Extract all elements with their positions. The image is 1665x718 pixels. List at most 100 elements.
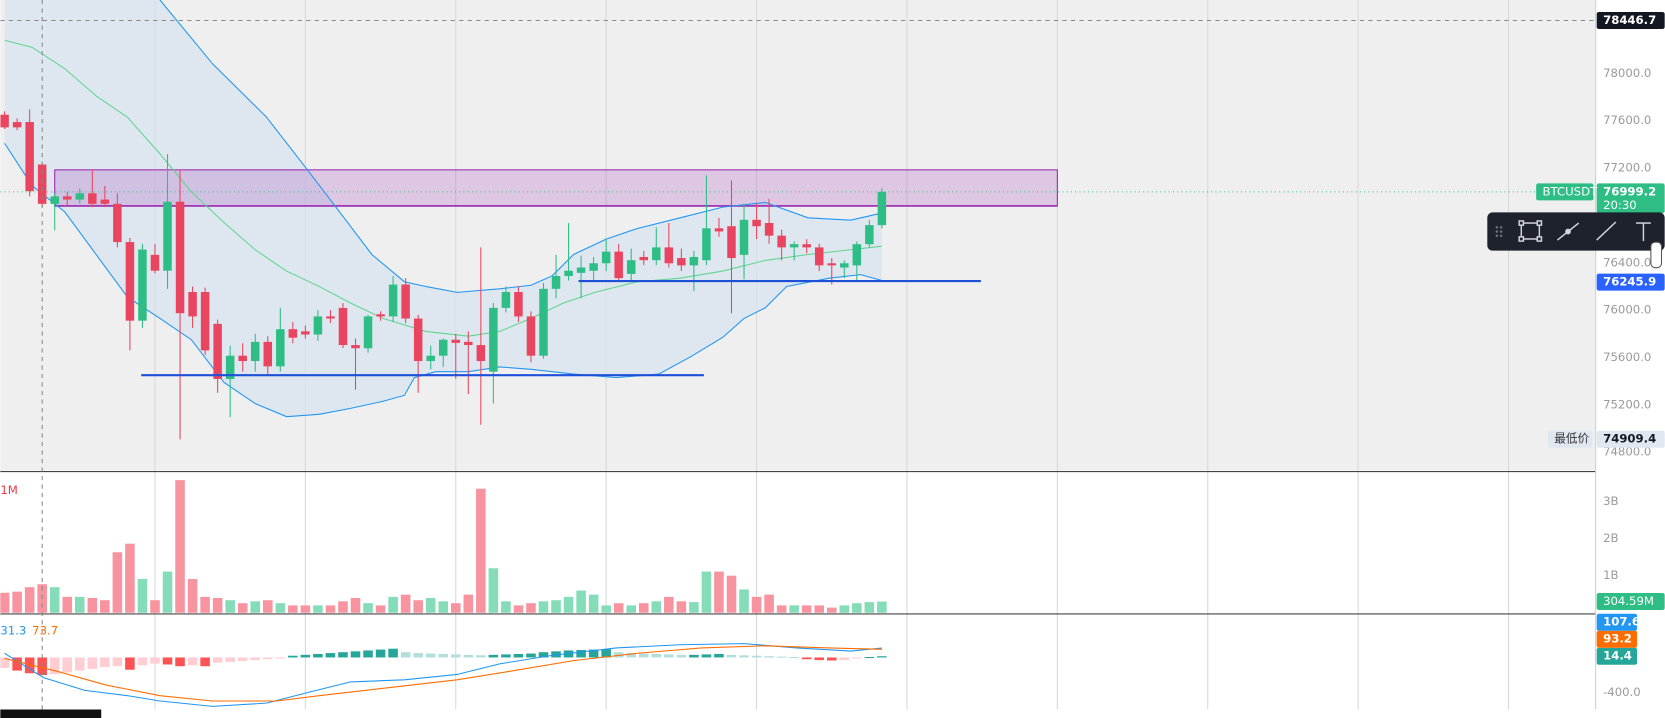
macd-hist-bar: [62, 657, 73, 673]
volume-bar: [300, 605, 311, 613]
macd-hist-bar: [714, 653, 724, 658]
candle-body: [789, 244, 799, 248]
candle-body: [639, 256, 649, 261]
rectangle-tool[interactable]: [1518, 220, 1543, 242]
candle-body: [200, 292, 210, 351]
text-tool[interactable]: [1636, 222, 1651, 242]
macd-hist-bar: [651, 653, 662, 658]
volume-bar: [714, 571, 724, 613]
candle-body: [50, 196, 59, 204]
volume-bar: [212, 597, 223, 613]
candle-body: [150, 254, 160, 271]
candle-body: [25, 122, 34, 192]
candle-body: [388, 284, 398, 317]
macd-hist-bar: [751, 655, 762, 658]
candle-body: [764, 223, 774, 236]
crosshair-badge: 78446.7: [1603, 13, 1656, 27]
macd-hist-bar: [275, 657, 286, 659]
macd-hist-bar: [313, 653, 323, 658]
macd-hist-bar: [513, 653, 524, 658]
candle-body: [451, 339, 461, 343]
macd-hist-bar: [338, 652, 348, 658]
macd-hist-bar: [350, 651, 361, 658]
toolbar-grip[interactable]: [1495, 226, 1503, 238]
volume-bar: [526, 603, 536, 613]
macd-hist-bar: [400, 652, 411, 658]
line-tool[interactable]: [1596, 221, 1617, 241]
macd-hist-bar: [288, 655, 298, 658]
candle-body: [175, 201, 185, 314]
volume-bar: [162, 571, 173, 613]
brush-tool[interactable]: [1556, 222, 1580, 241]
volume-bar: [313, 605, 323, 613]
candle-body: [689, 256, 699, 266]
candle-body: [564, 270, 573, 277]
volume-plot: [0, 480, 887, 613]
candle-body: [626, 260, 636, 274]
macd-hist-bar: [325, 653, 336, 658]
price-plot: [0, 0, 1596, 440]
volume-bar: [801, 605, 812, 613]
macd-hist-bar: [864, 657, 875, 659]
candle-body: [739, 219, 749, 255]
volume-bar: [388, 596, 398, 613]
scroll-handle[interactable]: [1650, 241, 1663, 269]
macd-badge: 93.2: [1603, 632, 1632, 646]
candle-body: [539, 288, 548, 356]
volume-bar: [112, 552, 123, 613]
volume-bar: [764, 594, 774, 613]
volume-bar: [75, 596, 85, 613]
candle-body: [652, 247, 661, 261]
macd-badge: 107.6: [1603, 615, 1640, 629]
volume-bar: [125, 543, 135, 613]
drawing-toolbar: [1487, 212, 1665, 251]
candle-body: [113, 203, 122, 243]
low-badge: 74909.4: [1603, 432, 1656, 446]
volume-bar: [100, 600, 110, 613]
volume-bar: [789, 605, 799, 613]
macd-hist-bar: [250, 657, 261, 661]
candle-body: [589, 263, 598, 271]
volume-tick-label: 3B: [1603, 494, 1618, 508]
macd-hist-bar: [463, 654, 474, 658]
volume-bar: [601, 605, 611, 613]
volume-badge-bg: [1596, 593, 1665, 611]
macd-hist-bar: [12, 657, 22, 671]
volume-bar: [262, 600, 273, 613]
candle-body: [12, 122, 22, 128]
volume-bar: [501, 601, 511, 613]
candle-body: [501, 292, 511, 308]
candle-body: [37, 164, 47, 204]
macd-hist-bar: [150, 657, 160, 664]
macd-hist-bar: [0, 657, 10, 668]
macd-hist-bar: [175, 657, 185, 667]
volume-bar: [350, 597, 361, 613]
volume-bar: [375, 605, 386, 613]
candle-body: [351, 345, 360, 349]
macd-hist-bar: [300, 654, 311, 658]
volume-bar: [275, 603, 286, 613]
macd-hist-bar: [375, 649, 386, 658]
macd-hist-bar: [363, 650, 373, 658]
candle-body: [426, 355, 435, 362]
candle-body: [551, 276, 561, 289]
y-tick-label: 76000.0: [1603, 303, 1651, 317]
macd-hist-bar: [49, 657, 60, 675]
macd-badge-bg: [1596, 647, 1638, 665]
bb-upper-line: [159, 0, 883, 293]
macd-hist-bar: [664, 654, 674, 658]
macd-badge-bg: [1596, 630, 1638, 648]
volume-bar: [363, 603, 373, 613]
candle-body: [363, 316, 373, 349]
macd-hist-bar: [689, 654, 699, 658]
volume-bar: [12, 591, 22, 613]
band-fill: [4, 0, 882, 417]
macd-hist-bar: [388, 648, 398, 658]
macd-hist-bar: [626, 653, 637, 658]
candle-body: [840, 263, 849, 268]
candle-body: [526, 316, 536, 356]
symbol-badge-bg: [1536, 183, 1594, 201]
macd-tick-label: -400.0: [1603, 685, 1641, 699]
volume-bar: [450, 603, 461, 613]
macd-hist-bar: [225, 657, 235, 662]
